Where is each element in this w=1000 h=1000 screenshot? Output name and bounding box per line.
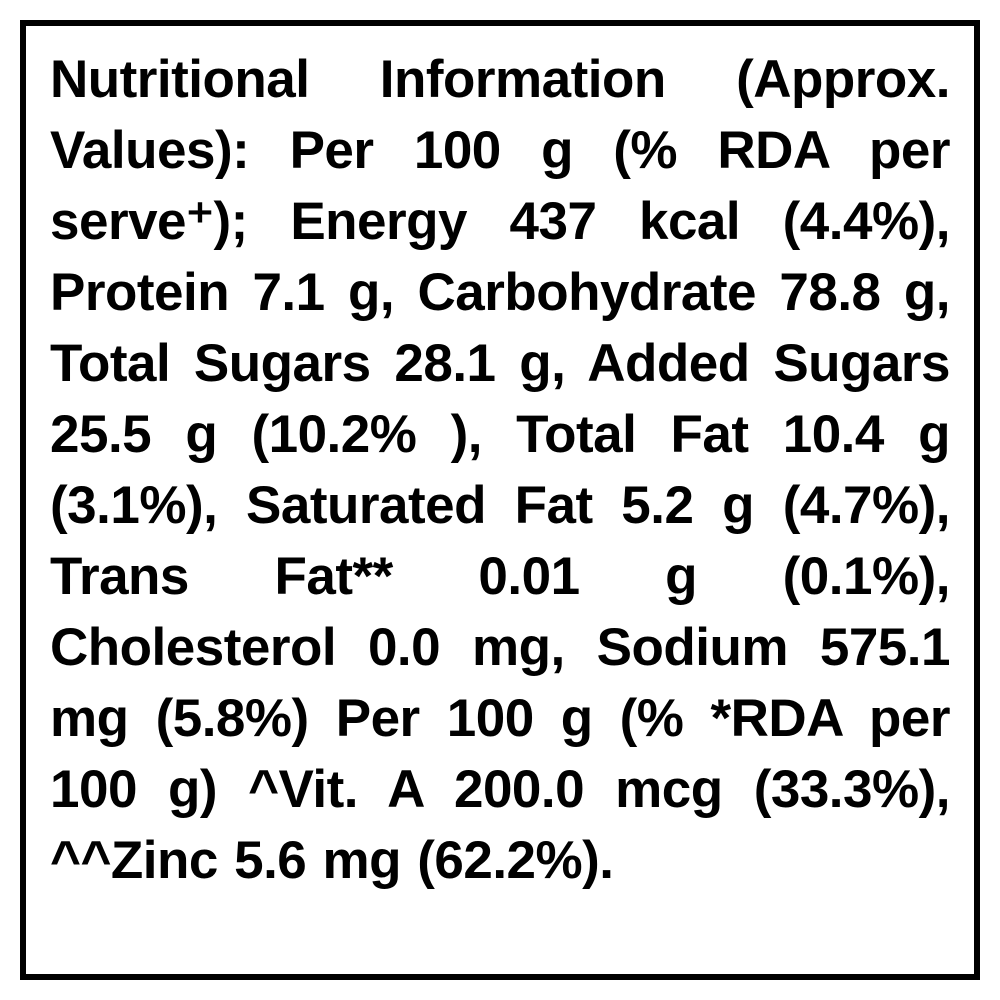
item-sat-fat-value: 5.2 g [621, 476, 754, 535]
item-vita-rda: (33.3%), [754, 760, 950, 819]
item-carb-name: Carbohydrate [417, 263, 756, 322]
item-sodium-rda: (5.8%) [156, 689, 309, 748]
item-added-sugars-name: Added Sugars [587, 334, 950, 393]
item-sodium-name: Sodium [597, 618, 788, 677]
item-carb-value: 78.8 g, [779, 263, 950, 322]
nutrition-label-box: Nutritional Information (Approx. Values)… [20, 20, 980, 980]
item-protein-name: Protein [50, 263, 229, 322]
item-energy-name: Energy [290, 192, 467, 251]
item-zinc-name: ^^Zinc [50, 831, 218, 890]
item-vita-value: 200.0 mcg [454, 760, 723, 819]
item-vita-name: ^Vit. A [248, 760, 423, 819]
item-energy-rda: (4.4%), [783, 192, 950, 251]
item-protein-value: 7.1 g, [252, 263, 394, 322]
item-trans-fat-name: Trans Fat** [50, 547, 393, 606]
item-energy-value: 437 kcal [510, 192, 741, 251]
item-sugars-value: 28.1 g, [394, 334, 565, 393]
item-total-fat-rda: (3.1%), [50, 476, 217, 535]
item-trans-fat-rda: (0.1%), [783, 547, 950, 606]
nutrition-text: Nutritional Information (Approx. Values)… [50, 44, 950, 896]
item-zinc-rda: (62.2%). [417, 831, 613, 890]
item-added-sugars-value: 25.5 g [50, 405, 217, 464]
item-total-fat-value: 10.4 g [783, 405, 950, 464]
item-zinc-value: 5.6 mg [234, 831, 401, 890]
item-sat-fat-name: Saturated Fat [246, 476, 593, 535]
item-trans-fat-value: 0.01 g [478, 547, 697, 606]
item-sat-fat-rda: (4.7%), [783, 476, 950, 535]
item-added-sugars-rda: (10.2% ), [251, 405, 482, 464]
item-sugars-name: Total Sugars [50, 334, 371, 393]
item-chol-value: 0.0 mg, [368, 618, 565, 677]
item-total-fat-name: Total Fat [516, 405, 748, 464]
item-chol-name: Cholesterol [50, 618, 336, 677]
